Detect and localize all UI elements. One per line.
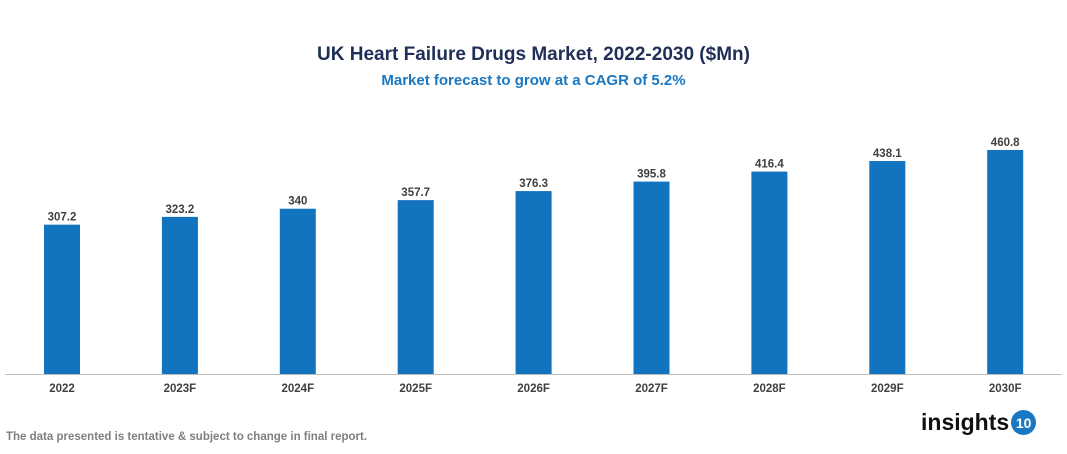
disclaimer-note: The data presented is tentative & subjec… (6, 431, 368, 443)
bar-2029F (869, 161, 906, 374)
data-label-2023F: 323.2 (166, 204, 195, 216)
logo-badge: 10 (1011, 410, 1037, 435)
data-label-2027F: 395.8 (637, 169, 666, 181)
data-label-2024F: 340 (288, 196, 307, 208)
logo-text: insights (921, 409, 1010, 435)
bar-2023F (161, 216, 198, 374)
x-tick-2024F: 2024F (281, 383, 314, 395)
bar-2025F (397, 200, 434, 374)
chart-subtitle: Market forecast to grow at a CAGR of 5.2… (381, 72, 686, 89)
bar-2024F (279, 208, 316, 374)
x-tick-2023F: 2023F (164, 383, 197, 395)
data-label-2029F: 438.1 (873, 148, 902, 160)
data-label-2026F: 376.3 (519, 178, 548, 190)
insights10-logo: insights 10 (921, 409, 1037, 436)
x-tick-2029F: 2029F (871, 383, 904, 395)
x-tick-2027F: 2027F (635, 383, 668, 395)
bar-2028F (751, 171, 788, 374)
data-label-2030F: 460.8 (991, 137, 1020, 149)
bar-2027F (633, 181, 670, 374)
bar-2026F (515, 191, 552, 374)
bar-2022 (44, 224, 80, 374)
x-tick-2022: 2022 (49, 383, 75, 395)
chart-title: UK Heart Failure Drugs Market, 2022-2030… (317, 44, 750, 65)
data-label-2022: 307.2 (48, 212, 77, 224)
x-tick-2026F: 2026F (517, 383, 550, 395)
x-tick-2025F: 2025F (399, 383, 432, 395)
data-label-2025F: 357.7 (401, 187, 430, 199)
x-tick-2030F: 2030F (989, 383, 1022, 395)
data-label-2028F: 416.4 (755, 159, 784, 171)
x-tick-2028F: 2028F (753, 383, 786, 395)
bar-2030F (987, 150, 1024, 374)
